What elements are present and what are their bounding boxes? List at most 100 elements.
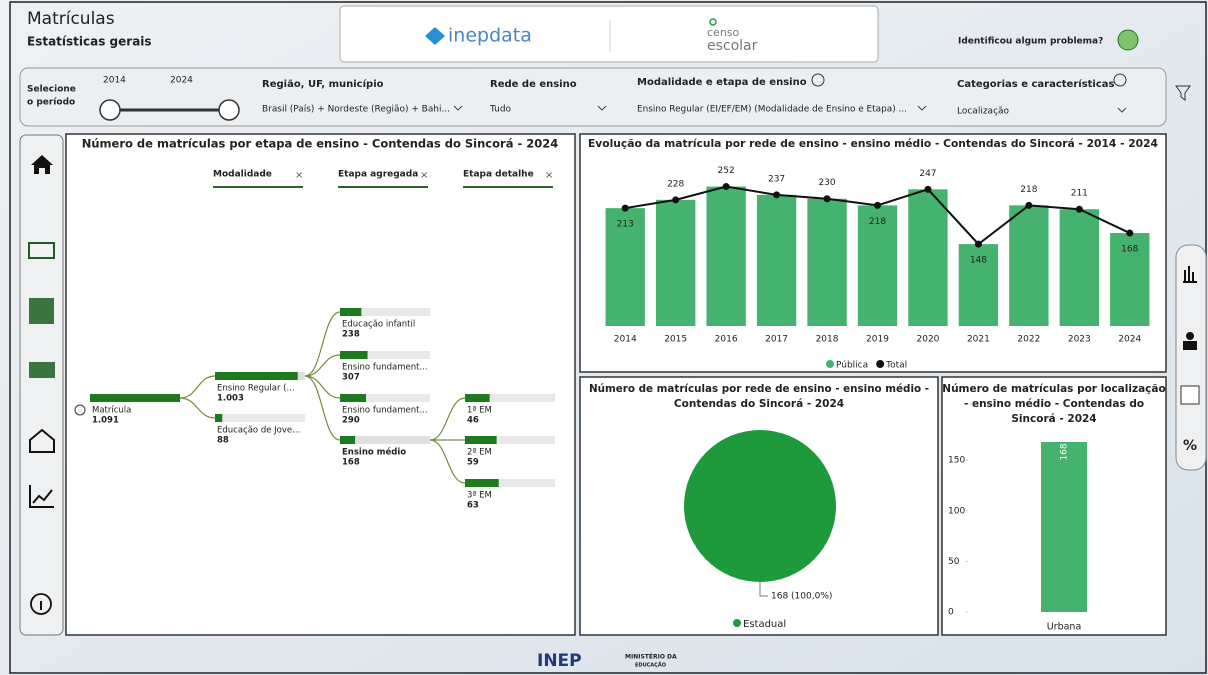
- tree-node-value: 88: [217, 436, 229, 446]
- problem-icon[interactable]: [1117, 29, 1139, 51]
- total-marker[interactable]: [823, 195, 831, 203]
- tree-bar[interactable]: [340, 308, 362, 316]
- location-title: Número de matrículas por localização: [942, 383, 1165, 395]
- info-icon[interactable]: [74, 404, 86, 416]
- x-tick-label: 2019: [866, 335, 889, 345]
- total-marker[interactable]: [672, 196, 680, 204]
- chevron[interactable]: [597, 105, 607, 111]
- nav-icon[interactable]: [29, 485, 54, 508]
- tree-bar[interactable]: [215, 414, 223, 422]
- tree-bar-bg: [340, 394, 430, 402]
- nav-icon[interactable]: [1186, 332, 1194, 340]
- network-value[interactable]: Tudo: [489, 105, 512, 115]
- bar[interactable]: [756, 194, 797, 326]
- tree-bar-bg: [465, 479, 555, 487]
- chevron[interactable]: [453, 105, 463, 111]
- tree-bar[interactable]: [465, 394, 490, 402]
- tree-bar[interactable]: [215, 372, 298, 380]
- tree-bar-bg: [340, 308, 430, 316]
- tree-bar[interactable]: [340, 351, 368, 359]
- tree-bar[interactable]: [465, 479, 499, 487]
- problem-link[interactable]: Identificou algum problema?: [958, 37, 1103, 47]
- nav-icon[interactable]: [29, 298, 54, 324]
- nav-icon[interactable]: [29, 428, 55, 453]
- slider-handle[interactable]: [99, 99, 121, 121]
- data-label: 247: [919, 169, 936, 179]
- percent-nav[interactable]: %: [1183, 438, 1197, 454]
- data-label: 211: [1071, 189, 1088, 199]
- tree-connector: [429, 397, 466, 441]
- chevron[interactable]: [917, 105, 927, 111]
- footer-ministry: MINISTÉRIO DA: [625, 653, 677, 661]
- info-icon[interactable]: [1113, 73, 1127, 87]
- legend-label: Total: [885, 361, 907, 371]
- region-value[interactable]: Brasil (País) + Nordeste (Região) + Bahi…: [262, 105, 450, 115]
- x-tick-label: 2023: [1068, 335, 1091, 345]
- category-value[interactable]: Localização: [957, 107, 1010, 117]
- tree-bar[interactable]: [340, 394, 367, 402]
- total-marker[interactable]: [924, 185, 932, 193]
- nav-icon[interactable]: [1183, 266, 1197, 283]
- leader-line: [759, 582, 768, 597]
- tree-node-label: Ensino Regular (...: [217, 384, 295, 394]
- home-icon[interactable]: [31, 155, 53, 174]
- nav-icon[interactable]: [28, 242, 55, 259]
- y-tick-label: 50: [948, 557, 960, 567]
- tree-node-value: 63: [467, 501, 479, 511]
- filter-bar: [19, 67, 1167, 127]
- remove-level[interactable]: ×: [545, 170, 553, 181]
- bar[interactable]: [958, 244, 999, 326]
- bar[interactable]: [1110, 233, 1150, 326]
- total-marker[interactable]: [874, 201, 881, 209]
- tree-connector: [179, 397, 216, 419]
- logo-box: [339, 5, 879, 63]
- bar[interactable]: [908, 189, 948, 326]
- pie-slice[interactable]: [684, 430, 836, 582]
- footer-ministry: EDUCAÇÃO: [635, 662, 666, 669]
- tree-node-label: Ensino fundament...: [342, 406, 428, 416]
- total-marker[interactable]: [1075, 205, 1083, 213]
- total-marker[interactable]: [1126, 229, 1134, 237]
- clear-filter-icon[interactable]: [1175, 85, 1191, 101]
- page-title: Matrículas: [27, 9, 115, 29]
- tree-node-value: 1.003: [217, 394, 244, 404]
- bar[interactable]: [807, 198, 847, 326]
- tree-node-value: 59: [467, 458, 479, 468]
- bar[interactable]: [1059, 209, 1099, 326]
- x-tick-label: 2020: [917, 335, 940, 345]
- tree-level-header: Etapa detalhe: [463, 170, 534, 180]
- tree-bar-bg: [465, 394, 555, 402]
- slider-handle[interactable]: [218, 99, 240, 121]
- tree-title: Número de matrículas por etapa de ensino…: [82, 137, 559, 151]
- bar[interactable]: [605, 208, 645, 326]
- x-tick-label: 2015: [664, 335, 687, 345]
- remove-level[interactable]: ×: [420, 170, 428, 181]
- total-marker[interactable]: [1025, 201, 1033, 209]
- total-marker[interactable]: [722, 183, 730, 191]
- tree-bar[interactable]: [465, 436, 497, 444]
- pie-title: Número de matrículas por rede de ensino …: [589, 383, 929, 395]
- bar[interactable]: [706, 186, 746, 326]
- legend-dot: [876, 360, 885, 368]
- nav-icon[interactable]: [29, 362, 55, 378]
- tree-level-header: Modalidade: [213, 170, 272, 180]
- remove-level[interactable]: ×: [295, 170, 303, 181]
- total-marker[interactable]: [621, 204, 629, 212]
- chevron[interactable]: [1117, 107, 1127, 113]
- tree-bar[interactable]: [90, 394, 180, 402]
- bar[interactable]: [1009, 205, 1049, 326]
- x-tick-label: 2017: [765, 335, 788, 345]
- tree-bar[interactable]: [340, 436, 356, 444]
- modality-value[interactable]: Ensino Regular (EI/EF/EM) (Modalidade de…: [637, 105, 907, 115]
- info-nav-icon[interactable]: [30, 593, 52, 615]
- nav-icon[interactable]: [1183, 341, 1197, 350]
- bar[interactable]: [1041, 442, 1087, 612]
- total-marker[interactable]: [974, 240, 982, 248]
- nav-icon[interactable]: [1180, 385, 1200, 405]
- bar[interactable]: [656, 199, 696, 326]
- location-title: Sincorá - 2024: [1011, 413, 1096, 425]
- legend-label: Pública: [836, 361, 868, 371]
- total-marker[interactable]: [773, 191, 781, 199]
- info-icon[interactable]: [811, 73, 825, 87]
- bar[interactable]: [857, 205, 898, 326]
